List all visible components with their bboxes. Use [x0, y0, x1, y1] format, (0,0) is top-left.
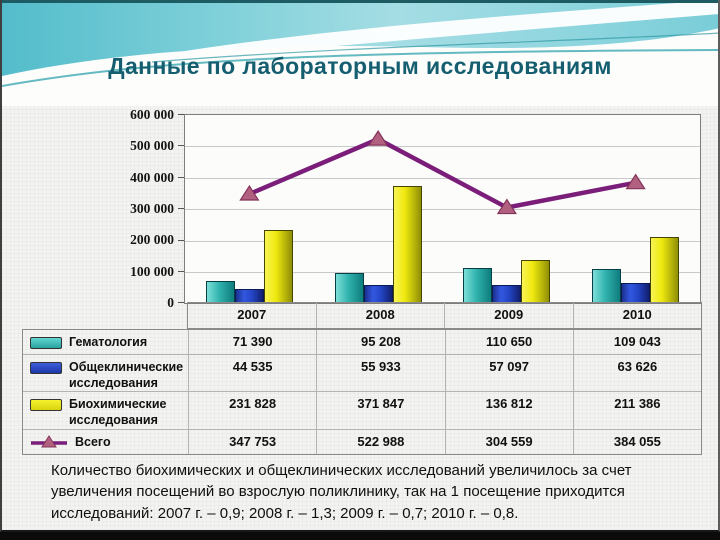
y-axis-tick [178, 177, 184, 178]
y-axis-label: 0 [167, 295, 174, 310]
bar-Биохимические исследования [650, 237, 680, 303]
y-axis-label: 500 000 [130, 138, 174, 153]
header-wave-decoration [2, 0, 718, 106]
y-axis-tick [178, 271, 184, 272]
total-marker-icon [368, 130, 389, 146]
hematology-swatch-icon [30, 337, 62, 349]
table-cell: 522 988 [316, 429, 444, 454]
y-axis-tick [178, 302, 184, 303]
year-cell: 2009 [444, 303, 573, 328]
clinical-swatch-icon [30, 361, 62, 374]
year-cell: 2008 [315, 303, 445, 328]
gridline [185, 209, 700, 210]
legend-entry-hematology: Гематология [23, 330, 188, 354]
year-cell: 2010 [572, 303, 702, 328]
table-cell: 304 559 [444, 429, 573, 454]
table-cell: 211 386 [572, 392, 701, 429]
table-row: Гематология 71 390 95 208 110 650 109 04… [23, 330, 701, 354]
gridline [185, 272, 700, 273]
biochemical-swatch-icon [30, 399, 62, 412]
table-cell: 136 812 [444, 392, 573, 429]
row-label: Всего [75, 434, 111, 449]
legend-entry-total: Всего [23, 430, 188, 454]
table-row: Общеклинические исследования 44 535 55 9… [23, 353, 701, 392]
row-label: Биохимические исследования [69, 397, 167, 428]
chart-plot-area [184, 114, 701, 304]
table-cell: 57 097 [444, 354, 573, 392]
table-cell: 384 055 [572, 429, 701, 454]
total-marker-icon [239, 184, 260, 201]
y-axis-label: 600 000 [130, 107, 174, 122]
gridline [185, 146, 700, 147]
table-cell: 55 933 [316, 354, 444, 392]
y-axis-label: 400 000 [130, 170, 174, 185]
table-row: Биохимические исследования 231 828 371 8… [23, 391, 701, 429]
year-cell: 2007 [237, 307, 267, 322]
table-cell: 95 208 [316, 330, 444, 354]
total-line-layer [239, 130, 646, 215]
table-cell: 71 390 [188, 330, 316, 354]
y-axis-tick [178, 114, 184, 115]
y-axis-tick [178, 208, 184, 209]
y-axis-label: 100 000 [130, 264, 174, 279]
bar-Гематология [334, 273, 364, 303]
page-title: Данные по лабораторным исследованиям [108, 53, 612, 79]
legend-entry-clinical: Общеклинические исследования [23, 355, 188, 392]
table-cell: 110 650 [444, 330, 573, 354]
data-table: Гематология 71 390 95 208 110 650 109 04… [22, 329, 702, 455]
gridline [185, 241, 700, 242]
table-row: Всего 347 753 522 988 304 559 384 055 [23, 428, 701, 454]
total-marker-icon [625, 173, 646, 190]
bar-Гематология [592, 269, 622, 303]
table-cell: 63 626 [572, 354, 701, 392]
total-line [248, 136, 637, 210]
y-axis-tick [178, 145, 184, 146]
table-cell: 44 535 [188, 354, 316, 392]
row-label: Гематология [69, 335, 148, 349]
legend-entry-biochemical: Биохимические исследования [23, 392, 188, 429]
row-label: Общеклинические исследования [69, 359, 184, 390]
gridline [185, 178, 700, 179]
summary-text: Количество биохимических и общеклиническ… [51, 462, 632, 522]
y-axis-tick [178, 240, 184, 241]
table-cell: 231 828 [188, 392, 316, 429]
table-cell: 347 753 [188, 429, 316, 454]
bar-Биохимические исследования [392, 186, 422, 303]
total-marker-icon [496, 198, 517, 215]
data-table-years-row: 2007 2008 2009 2010 [187, 302, 702, 329]
total-line-swatch-icon [31, 434, 67, 448]
table-cell: 371 847 [316, 392, 444, 429]
table-cell: 109 043 [572, 330, 701, 354]
y-axis-label: 300 000 [130, 201, 174, 216]
bar-Биохимические исследования [263, 230, 293, 303]
y-axis-label: 200 000 [130, 232, 174, 247]
